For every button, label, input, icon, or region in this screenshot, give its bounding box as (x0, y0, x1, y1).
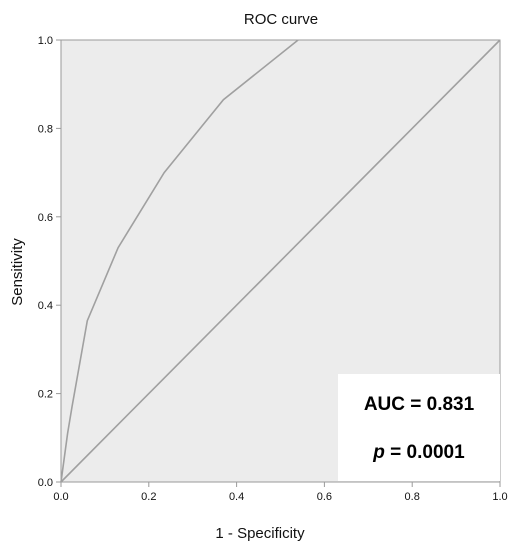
y-tick-label: 0.0 (38, 477, 53, 489)
y-tick-label: 0.8 (38, 123, 53, 135)
x-tick-label: 0.4 (229, 491, 244, 503)
reference-diagonal-line (60, 39, 501, 483)
y-tick-label: 1.0 (38, 35, 53, 47)
x-axis-label: 1 - Specificity (215, 525, 305, 542)
y-tick-label: 0.4 (38, 300, 53, 312)
x-tick-label: 1.0 (492, 491, 507, 503)
y-tick-label: 0.6 (38, 212, 53, 224)
p-value-annotation: p = 0.0001 (372, 442, 465, 463)
x-tick-label: 0.6 (317, 491, 332, 503)
p-value-text: = 0.0001 (385, 442, 465, 463)
ticks-layer: 0.0 0.2 0.4 0.6 0.8 1.0 0.0 0.2 0.4 0.6 0.8 1.0 (38, 35, 508, 503)
chart-title: ROC curve (244, 11, 318, 28)
series-layer (60, 39, 501, 483)
annotation-box (338, 374, 500, 481)
auc-annotation: AUC = 0.831 (364, 394, 475, 415)
y-tick-label: 0.2 (38, 389, 53, 401)
roc-curve-line (60, 39, 299, 483)
y-axis-label: Sensitivity (9, 238, 26, 306)
x-tick-label: 0.8 (405, 491, 420, 503)
p-symbol: p (372, 442, 385, 463)
x-tick-label: 0.0 (53, 491, 68, 503)
x-tick-label: 0.2 (141, 491, 156, 503)
